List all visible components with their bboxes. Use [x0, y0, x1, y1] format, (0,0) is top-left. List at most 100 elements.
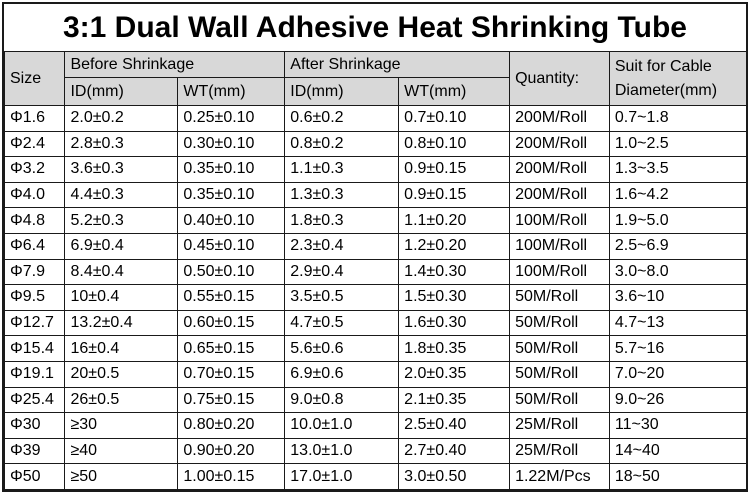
table-cell: 50M/Roll [509, 309, 610, 337]
table-cell: 18~50 [608, 463, 748, 490]
table-body: Φ1.6 2.0±0.2 0.25±0.10 0.6±0.2 0.7±0.10 200M/… [3, 105, 748, 490]
table-cell: 13.2±0.4 [64, 309, 179, 337]
col-header-id-before: ID(mm) [64, 77, 179, 106]
size-cell: Φ12.7 [3, 309, 66, 337]
table-cell: 0.35±0.10 [177, 181, 286, 209]
spec-table: Size Before Shrinkage After Shrinkage Qu… [3, 51, 748, 490]
table-cell: 5.6±0.6 [284, 335, 400, 362]
table-cell: 0.6±0.2 [284, 105, 400, 132]
table-cell: 10±0.4 [64, 284, 179, 311]
page-title: 3:1 Dual Wall Adhesive Heat Shrinking Tu… [62, 10, 687, 44]
table-cell: 13.0±1.0 [284, 437, 400, 465]
table-row: Φ25.4 26±0.5 0.75±0.15 9.0±0.8 2.1±0.35 50M/R… [3, 386, 748, 414]
table-cell: 2.0±0.35 [398, 360, 511, 388]
size-cell: Φ4.0 [3, 181, 66, 209]
table-cell: 2.5±0.40 [398, 412, 511, 439]
table-cell: 20±0.5 [64, 360, 179, 388]
table-cell: 0.9±0.15 [398, 156, 511, 183]
table-cell: 3.0±0.50 [398, 463, 511, 490]
table-row: Φ1.6 2.0±0.2 0.25±0.10 0.6±0.2 0.7±0.10 200M/… [3, 105, 748, 132]
table-cell: 3.6±0.3 [64, 156, 179, 183]
size-cell: Φ2.4 [3, 130, 66, 158]
table-cell: 0.80±0.20 [177, 412, 286, 439]
table-cell: 0.70±0.15 [177, 360, 286, 388]
col-group-after-shrinkage: After Shrinkage [284, 51, 511, 78]
col-header-size: Size [3, 51, 66, 106]
table-row: Φ50 ≥50 1.00±0.15 17.0±1.0 3.0±0.50 1.22M/Pcs… [3, 463, 748, 490]
table-row: Φ30 ≥30 0.80±0.20 10.0±1.0 2.5±0.40 25M/Roll 1… [3, 412, 748, 439]
header-row-subcolumns: ID(mm) WT(mm) ID(mm) WT(mm) [5, 77, 747, 106]
table-cell: 1.8±0.3 [284, 207, 400, 234]
table-cell: 1.1±0.3 [284, 156, 400, 183]
table-cell: 1.4±0.30 [398, 258, 511, 286]
table-cell: 200M/Roll [509, 181, 610, 209]
table-cell: 5.2±0.3 [64, 207, 179, 234]
table-cell: 3.6~10 [608, 284, 748, 311]
table-cell: 1.3~3.5 [608, 156, 748, 183]
table-row: Φ19.1 20±0.5 0.70±0.15 6.9±0.6 2.0±0.35 50M/R… [3, 360, 748, 388]
table-cell: 0.75±0.15 [177, 386, 286, 414]
table-cell: 200M/Roll [509, 130, 610, 158]
table-cell: 0.7±0.10 [398, 105, 511, 132]
table-cell: 1.3±0.3 [284, 181, 400, 209]
table-row: Φ3.2 3.6±0.3 0.35±0.10 1.1±0.3 0.9±0.15 200M/… [3, 156, 748, 183]
col-header-quantity: Quantity: [509, 51, 610, 106]
table-row: Φ39 ≥40 0.90±0.20 13.0±1.0 2.7±0.40 25M/Roll 1… [3, 437, 748, 465]
table-cell: 0.60±0.15 [177, 309, 286, 337]
table-cell: 0.8±0.10 [398, 130, 511, 158]
table-cell: 0.90±0.20 [177, 437, 286, 465]
table-cell: 1.2±0.20 [398, 232, 511, 260]
table-cell: 50M/Roll [509, 386, 610, 414]
table-row: Φ6.4 6.9±0.4 0.45±0.10 2.3±0.4 1.2±0.20 100M/… [3, 232, 748, 260]
table-cell: 3.0~8.0 [608, 258, 748, 286]
table-row: Φ2.4 2.8±0.3 0.30±0.10 0.8±0.2 0.8±0.10 200M/… [3, 130, 748, 158]
table-cell: 4.7~13 [608, 309, 748, 337]
size-cell: Φ7.9 [3, 258, 66, 286]
table-cell: 2.5~6.9 [608, 232, 748, 260]
table-cell: 6.9±0.6 [284, 360, 400, 388]
table-cell: 8.4±0.4 [64, 258, 179, 286]
table-cell: 0.65±0.15 [177, 335, 286, 362]
table-cell: 6.9±0.4 [64, 232, 179, 260]
header-row-groups: Size Before Shrinkage After Shrinkage Qu… [3, 51, 748, 106]
table-cell: 0.7~1.8 [608, 105, 748, 132]
table-row: Φ7.9 8.4±0.4 0.50±0.10 2.9±0.4 1.4±0.30 100M/… [3, 258, 748, 286]
table-cell: 0.40±0.10 [177, 207, 286, 234]
table-cell: ≥50 [64, 463, 179, 490]
table-row: Φ4.0 4.4±0.3 0.35±0.10 1.3±0.3 0.9±0.15 200M/… [3, 181, 748, 209]
table-cell: 50M/Roll [509, 335, 610, 362]
table-cell: 17.0±1.0 [284, 463, 400, 490]
table-cell: 2.8±0.3 [64, 130, 179, 158]
table-cell: 1.1±0.20 [398, 207, 511, 234]
table-cell: 1.5±0.30 [398, 284, 511, 311]
table-cell: 0.8±0.2 [284, 130, 400, 158]
table-cell: 100M/Roll [509, 258, 610, 286]
size-cell: Φ30 [3, 412, 66, 439]
size-cell: Φ50 [3, 463, 66, 490]
table-cell: 1.6~4.2 [608, 181, 748, 209]
table-cell: 3.5±0.5 [284, 284, 400, 311]
table-cell: ≥40 [64, 437, 179, 465]
table-row: Φ12.7 13.2±0.4 0.60±0.15 4.7±0.5 1.6±0.30 50M… [3, 309, 748, 337]
table-cell: 25M/Roll [509, 412, 610, 439]
table-row: Φ9.5 10±0.4 0.55±0.15 3.5±0.5 1.5±0.30 50M/Ro… [3, 284, 748, 311]
table-cell: 9.0~26 [608, 386, 748, 414]
table-cell: 50M/Roll [509, 360, 610, 388]
table-cell: 1.8±0.35 [398, 335, 511, 362]
size-cell: Φ3.2 [3, 156, 66, 183]
size-cell: Φ39 [3, 437, 66, 465]
table-cell: 2.3±0.4 [284, 232, 400, 260]
table-cell: 0.35±0.10 [177, 156, 286, 183]
table-cell: 11~30 [608, 412, 748, 439]
col-header-suit-for-cable-diameter: Suit for Cable Diameter(mm) [608, 51, 748, 106]
table-header: Size Before Shrinkage After Shrinkage Qu… [3, 51, 748, 106]
table-cell: 5.7~16 [608, 335, 748, 362]
size-cell: Φ19.1 [3, 360, 66, 388]
table-cell: 200M/Roll [509, 156, 610, 183]
col-header-wt-before: WT(mm) [177, 77, 286, 106]
table-row: Φ15.4 16±0.4 0.65±0.15 5.6±0.6 1.8±0.35 50M/R… [3, 335, 748, 362]
table-row: Φ4.8 5.2±0.3 0.40±0.10 1.8±0.3 1.1±0.20 100M/… [3, 207, 748, 234]
table-cell: 1.22M/Pcs [509, 463, 610, 490]
table-cell: ≥30 [64, 412, 179, 439]
